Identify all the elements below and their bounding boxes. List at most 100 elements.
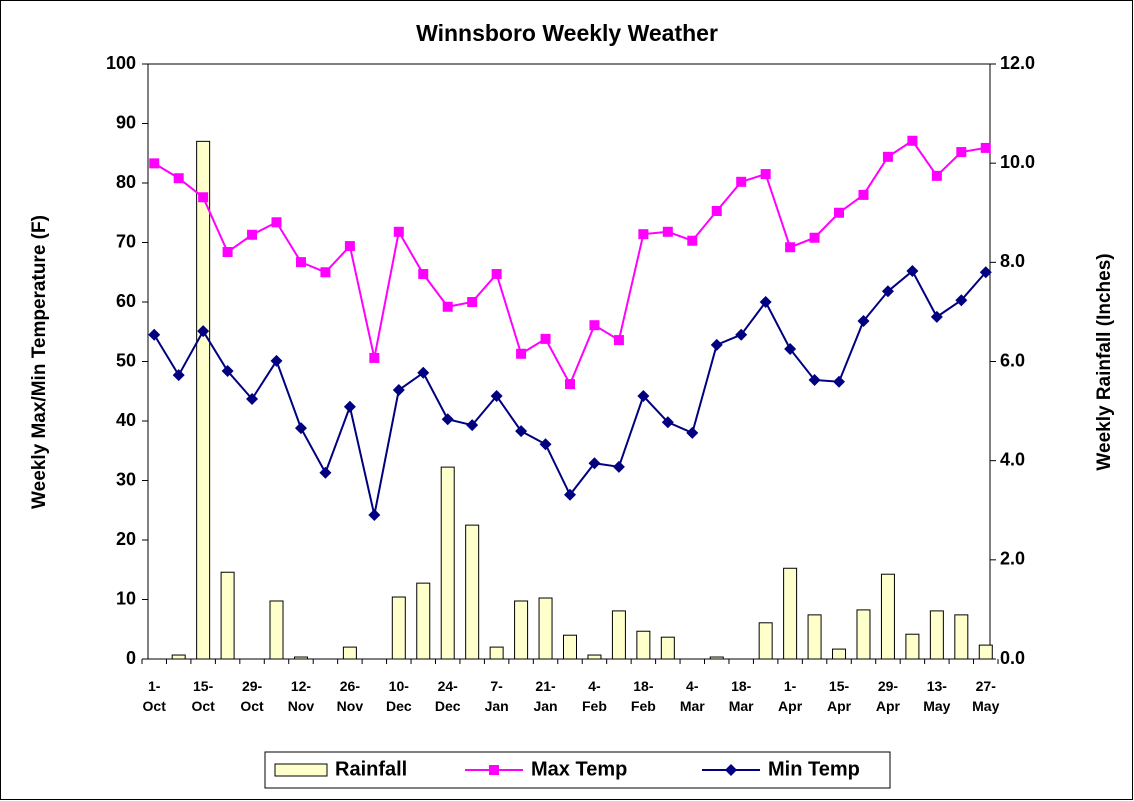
y2-tick-label: 6.0	[1000, 350, 1025, 370]
bar	[929, 610, 944, 660]
marker	[491, 269, 502, 280]
bar	[293, 656, 308, 660]
marker	[295, 257, 306, 268]
bar	[905, 633, 920, 660]
y-tick-label: 60	[116, 291, 136, 311]
y2-tick-label: 4.0	[1000, 449, 1025, 469]
bar	[856, 609, 871, 660]
marker	[539, 438, 552, 451]
legend-marker	[725, 764, 737, 776]
legend-swatch	[274, 763, 328, 777]
legend-marker	[489, 765, 499, 775]
marker	[221, 365, 234, 378]
marker	[858, 189, 869, 200]
marker	[711, 205, 722, 216]
marker	[589, 320, 600, 331]
x-tick-label: 12-Nov	[288, 678, 315, 714]
marker	[565, 379, 575, 390]
bar	[660, 636, 675, 660]
y2-tick-label: 0.0	[1000, 648, 1025, 668]
marker	[515, 425, 528, 438]
marker	[760, 169, 771, 180]
legend-label: Rainfall	[335, 758, 407, 780]
marker	[320, 267, 331, 278]
marker	[979, 266, 992, 279]
marker	[638, 229, 649, 240]
bar	[489, 646, 504, 660]
x-tick-label: 13-May	[923, 678, 950, 714]
marker	[148, 328, 161, 341]
marker	[906, 265, 919, 278]
marker	[294, 422, 307, 435]
x-tick-label: 27-May	[972, 678, 999, 714]
bar	[171, 654, 186, 660]
marker	[637, 390, 650, 403]
marker	[418, 269, 429, 280]
y-tick-label: 70	[116, 231, 136, 251]
marker	[613, 335, 624, 346]
bar	[538, 597, 553, 660]
marker	[759, 296, 772, 308]
bar	[758, 622, 773, 660]
marker	[271, 217, 282, 228]
marker	[661, 416, 674, 429]
bar	[269, 600, 284, 660]
y-tick-label: 100	[106, 53, 136, 73]
bar	[196, 140, 211, 660]
marker	[857, 315, 870, 328]
marker	[736, 176, 747, 187]
x-tick-label: 7-Jan	[485, 678, 509, 714]
marker	[686, 426, 699, 439]
marker	[588, 457, 601, 470]
bar	[514, 600, 529, 660]
bar	[465, 524, 480, 660]
x-tick-label: 10-Dec	[386, 678, 412, 714]
bar	[440, 466, 455, 660]
marker	[417, 366, 430, 379]
marker	[687, 235, 698, 246]
x-tick-label: 21-Jan	[533, 678, 557, 714]
marker	[467, 297, 478, 307]
x-tick-label: 4-Feb	[582, 678, 607, 714]
bar	[832, 648, 847, 660]
marker	[270, 354, 283, 367]
marker	[246, 392, 259, 405]
bar	[416, 582, 431, 660]
y-axis-label: Weekly Max/Min Temperature (F)	[29, 215, 50, 509]
marker	[441, 413, 454, 426]
bar	[880, 573, 895, 660]
bar	[342, 646, 357, 660]
y-tick-label: 40	[116, 410, 136, 430]
bar	[587, 654, 602, 660]
x-tick-label: 15-Apr	[827, 678, 852, 714]
marker	[490, 390, 503, 403]
x-tick-label: 18-Mar	[729, 678, 754, 714]
y-tick-label: 20	[116, 529, 136, 549]
y2-tick-label: 10.0	[1000, 152, 1035, 172]
marker	[368, 509, 381, 522]
bar	[611, 610, 626, 660]
bar	[563, 634, 577, 660]
x-tick-label: 15-Oct	[191, 678, 215, 714]
y-tick-label: 30	[116, 469, 136, 489]
marker	[197, 325, 210, 338]
marker	[956, 147, 967, 158]
marker	[784, 343, 797, 356]
bar	[783, 567, 798, 660]
marker	[785, 242, 796, 253]
marker	[247, 229, 258, 240]
marker	[931, 170, 942, 181]
y-tick-label: 50	[116, 350, 136, 370]
bar	[807, 614, 822, 660]
marker	[907, 135, 918, 146]
x-tick-label: 18-Feb	[631, 678, 656, 714]
marker	[369, 352, 380, 363]
x-tick-label: 24-Dec	[435, 678, 461, 714]
legend-label: Min Temp	[768, 758, 860, 780]
marker	[198, 192, 209, 203]
y-tick-label: 0	[126, 648, 136, 668]
legend-label: Max Temp	[531, 758, 627, 780]
y2-tick-label: 2.0	[1000, 549, 1025, 569]
marker	[980, 142, 991, 153]
